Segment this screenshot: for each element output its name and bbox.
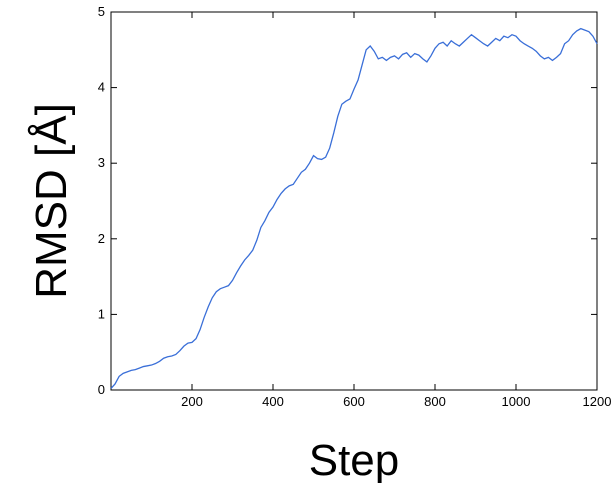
y-axis: 0 1 2 3 4 5 bbox=[98, 4, 597, 397]
x-axis: 200 400 600 800 1000 1200 bbox=[181, 12, 611, 409]
y-axis-title: RMSD [Å] bbox=[27, 103, 76, 299]
x-tick-label: 800 bbox=[424, 394, 446, 409]
y-tick-label: 0 bbox=[98, 382, 105, 397]
y-tick-label: 4 bbox=[98, 80, 105, 95]
y-tick-label: 2 bbox=[98, 231, 105, 246]
y-tick-label: 3 bbox=[98, 155, 105, 170]
y-tick-label: 5 bbox=[98, 4, 105, 19]
x-tick-label: 400 bbox=[262, 394, 284, 409]
x-tick-label: 600 bbox=[343, 394, 365, 409]
x-tick-label: 1000 bbox=[502, 394, 531, 409]
x-tick-label: 200 bbox=[181, 394, 203, 409]
y-tick-label: 1 bbox=[98, 306, 105, 321]
x-axis-title: Step bbox=[309, 436, 400, 483]
x-tick-label: 1200 bbox=[583, 394, 612, 409]
plot-area bbox=[110, 11, 598, 391]
rmsd-series-line bbox=[110, 27, 598, 389]
